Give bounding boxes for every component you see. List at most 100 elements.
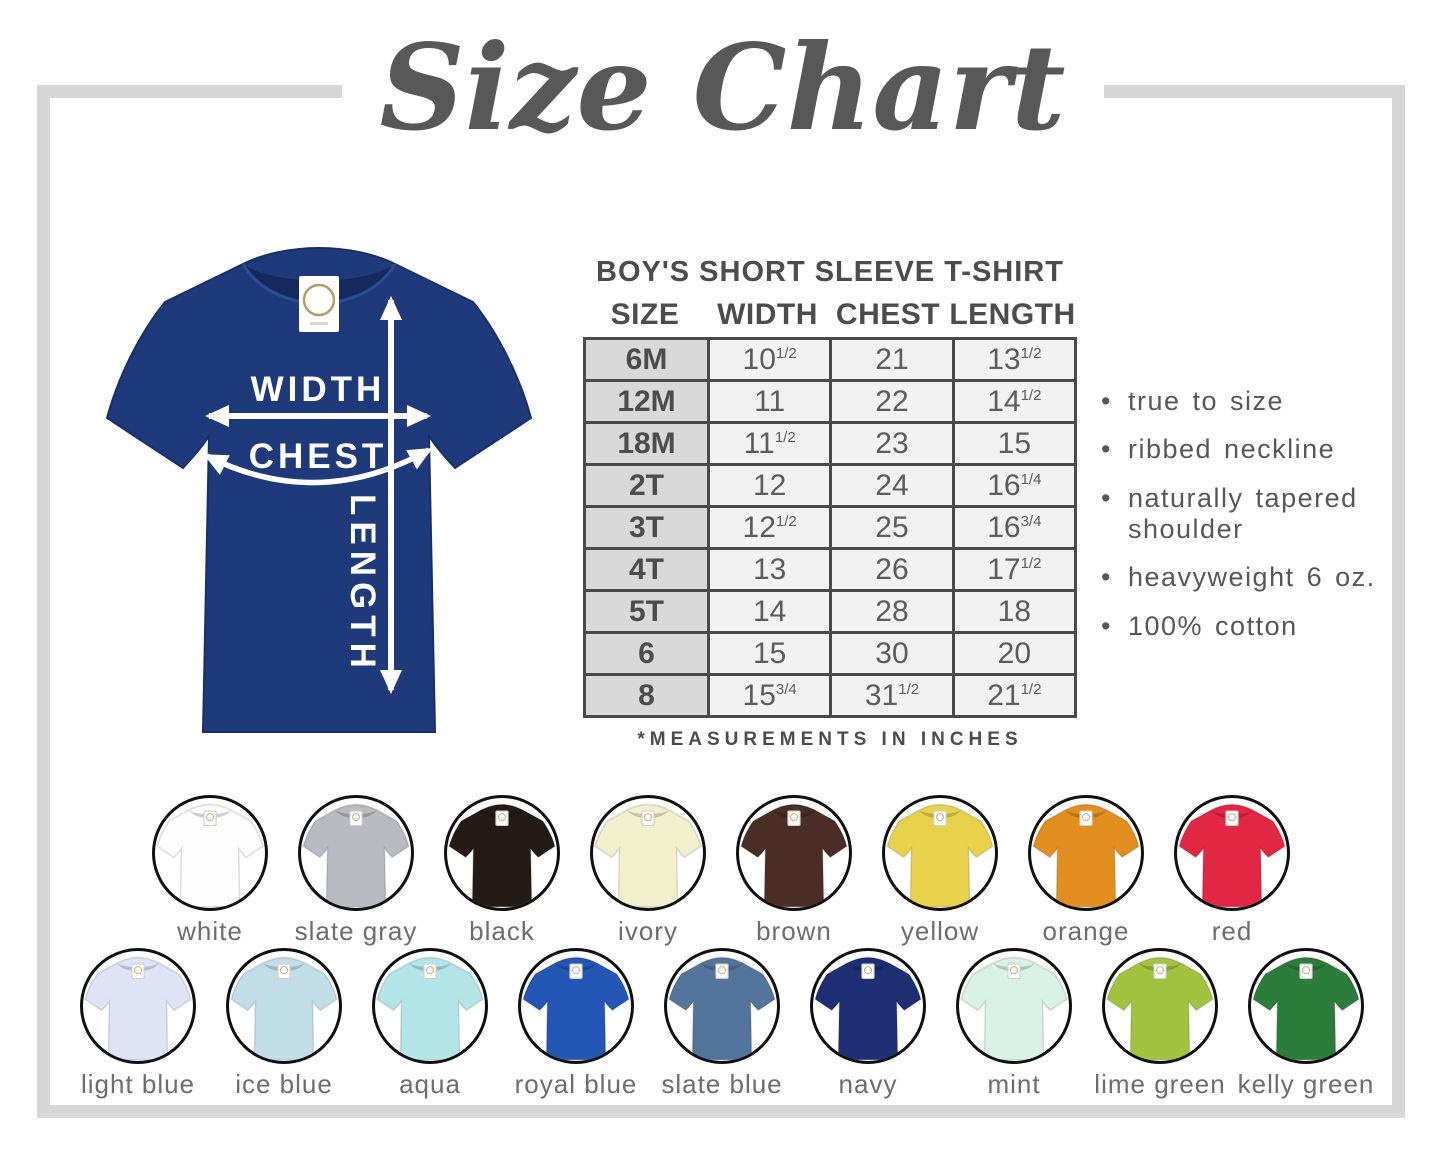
swatch-circle bbox=[518, 948, 634, 1064]
swatch-circle bbox=[810, 948, 926, 1064]
color-swatch-slate-blue: slate blue bbox=[661, 948, 782, 1100]
shirt-body bbox=[105, 246, 533, 733]
swatch-label: aqua bbox=[399, 1069, 461, 1099]
size-table-header: SIZE WIDTH CHEST LENGTH bbox=[583, 298, 1077, 332]
tshirt-swatch-graphic bbox=[84, 956, 192, 1061]
chest-value-cell: 26 bbox=[829, 547, 955, 592]
swatch-circle bbox=[372, 948, 488, 1064]
color-swatch-mint: mint bbox=[956, 948, 1072, 1100]
swatch-label: light blue bbox=[80, 1069, 196, 1099]
length-value-cell: 171/2 bbox=[951, 547, 1078, 592]
swatch-label: red bbox=[1211, 916, 1253, 946]
swatch-label: brown bbox=[756, 916, 832, 946]
swatch-label: ivory bbox=[618, 916, 678, 946]
column-header: WIDTH bbox=[717, 298, 818, 331]
size-cell: 3T bbox=[583, 505, 710, 550]
table-row: 2T 12 24 161/4 bbox=[583, 463, 1078, 508]
swatch-circle bbox=[152, 795, 268, 911]
color-swatch-slate-gray: slate gray bbox=[295, 795, 416, 947]
length-value-cell: 141/2 bbox=[951, 379, 1078, 424]
tshirt-swatch-graphic bbox=[448, 803, 556, 908]
width-value-cell: 11 bbox=[706, 379, 833, 424]
length-label: LENGTH bbox=[343, 494, 382, 674]
color-swatch-kelly-green: kelly green bbox=[1238, 948, 1373, 1100]
chest-value-cell: 25 bbox=[829, 505, 955, 550]
swatch-row-2: light blue ice blue aqua royal blue slate bl… bbox=[80, 948, 1373, 1100]
size-cell: 6M bbox=[583, 337, 710, 382]
size-cell: 2T bbox=[583, 463, 710, 508]
width-value-cell: 121/2 bbox=[706, 505, 833, 550]
swatch-label: slate gray bbox=[294, 916, 418, 946]
tshirt-swatch-graphic bbox=[668, 956, 776, 1061]
chest-value-cell: 30 bbox=[829, 631, 955, 676]
color-swatch-navy: navy bbox=[810, 948, 926, 1100]
color-swatch-orange: orange bbox=[1028, 795, 1144, 947]
width-value-cell: 111/2 bbox=[706, 421, 833, 466]
tshirt-swatch-graphic bbox=[1032, 803, 1140, 908]
swatch-circle bbox=[1248, 948, 1364, 1064]
features-list: true to size ribbed neckline naturally tap… bbox=[1101, 386, 1401, 659]
size-cell: 6 bbox=[583, 631, 710, 676]
width-value-cell: 13 bbox=[706, 547, 833, 592]
brand-tag: BB bbox=[299, 276, 339, 332]
swatch-circle bbox=[80, 948, 196, 1064]
table-row: 6 15 30 20 bbox=[583, 631, 1078, 676]
width-value-cell: 15 bbox=[706, 631, 833, 676]
tshirt-swatch-graphic bbox=[230, 956, 338, 1061]
bb-logo: BB bbox=[307, 293, 330, 310]
color-swatch-brown: brown bbox=[736, 795, 852, 947]
swatch-circle bbox=[1102, 948, 1218, 1064]
table-row: 18M 111/2 23 15 bbox=[583, 421, 1078, 466]
color-swatch-ice-blue: ice blue bbox=[226, 948, 342, 1100]
table-row: 12M 11 22 141/2 bbox=[583, 379, 1078, 424]
tshirt-swatch-graphic bbox=[1252, 956, 1360, 1061]
length-value-cell: 211/2 bbox=[951, 673, 1078, 718]
swatch-label: orange bbox=[1042, 916, 1130, 946]
column-header: SIZE bbox=[610, 298, 680, 331]
feature-item: true to size bbox=[1101, 386, 1401, 418]
size-cell: 5T bbox=[583, 589, 710, 634]
tshirt-swatch-graphic bbox=[1178, 803, 1286, 908]
tshirt-swatch-graphic bbox=[594, 803, 702, 908]
swatch-label: kelly green bbox=[1237, 1069, 1375, 1099]
length-value-cell: 161/4 bbox=[951, 463, 1078, 508]
length-value-cell: 18 bbox=[951, 589, 1078, 634]
size-cell: 4T bbox=[583, 547, 710, 592]
color-swatch-light-blue: light blue bbox=[80, 948, 196, 1100]
swatch-circle bbox=[956, 948, 1072, 1064]
color-swatch-lime-green: lime green bbox=[1094, 948, 1225, 1100]
swatch-label: ice blue bbox=[235, 1069, 333, 1099]
swatch-label: black bbox=[469, 916, 535, 946]
tshirt-swatch-graphic bbox=[960, 956, 1068, 1061]
length-value-cell: 20 bbox=[951, 631, 1078, 676]
tshirt-swatch-graphic bbox=[156, 803, 264, 908]
table-row: 8 153/4 311/2 211/2 bbox=[583, 673, 1078, 718]
length-value-cell: 15 bbox=[951, 421, 1078, 466]
feature-item: heavyweight 6 oz. bbox=[1101, 562, 1401, 594]
column-header: CHEST bbox=[835, 298, 941, 331]
width-label: WIDTH bbox=[251, 370, 386, 409]
swatch-circle bbox=[736, 795, 852, 911]
swatch-circle bbox=[298, 795, 414, 911]
feature-item: 100% cotton bbox=[1101, 611, 1401, 643]
size-table-body: 6M 101/2 21 131/2 12M 11 22 141/2 18M 111/2 23 15 2T… bbox=[583, 337, 1078, 718]
size-cell: 18M bbox=[583, 421, 710, 466]
chest-value-cell: 23 bbox=[829, 421, 955, 466]
measurements-note: *MEASUREMENTS IN INCHES bbox=[637, 729, 1023, 750]
size-table: 6M 101/2 21 131/2 12M 11 22 141/2 18M 111/2 23 15 2T… bbox=[583, 337, 1078, 718]
color-swatch-aqua: aqua bbox=[372, 948, 488, 1100]
page-title: Size Chart bbox=[341, 2, 1104, 174]
swatch-circle bbox=[226, 948, 342, 1064]
column-header: LENGTH bbox=[949, 298, 1076, 331]
feature-item: ribbed neckline bbox=[1101, 434, 1401, 466]
chest-value-cell: 22 bbox=[829, 379, 955, 424]
table-row: 5T 14 28 18 bbox=[583, 589, 1078, 634]
color-swatch-white: white bbox=[152, 795, 268, 947]
swatch-label: lime green bbox=[1094, 1069, 1226, 1099]
width-value-cell: 14 bbox=[706, 589, 833, 634]
length-value-cell: 131/2 bbox=[951, 337, 1078, 382]
color-swatch-ivory: ivory bbox=[590, 795, 706, 947]
table-row: 3T 121/2 25 163/4 bbox=[583, 505, 1078, 550]
chest-value-cell: 21 bbox=[829, 337, 955, 382]
